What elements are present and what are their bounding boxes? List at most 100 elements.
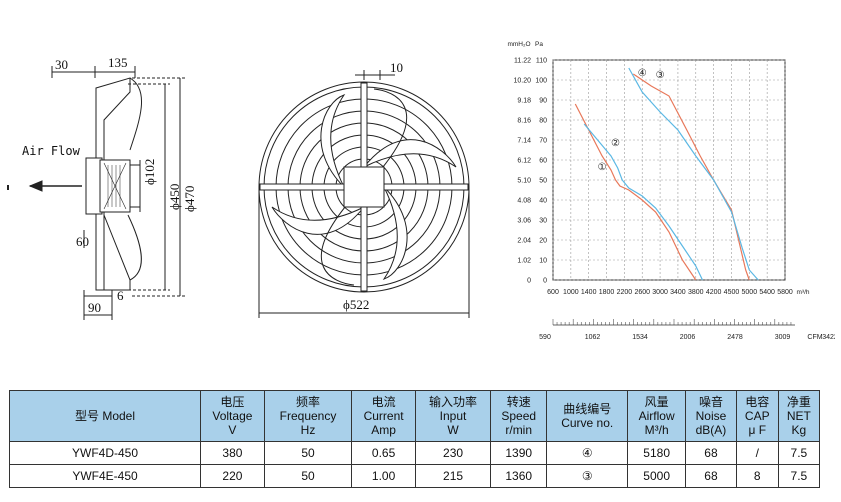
table-header-row: 型号 Model 电压 Voltage V 频率 Frequency Hz 电流 Current… (9, 390, 821, 442)
header-zh: 频率 (296, 395, 321, 409)
header-zh: 电流 (371, 395, 396, 409)
header-zh: 曲线编号 (563, 402, 612, 416)
table-cell: 50 (263, 441, 353, 465)
y-right-tick: 20 (539, 238, 547, 245)
header-zh: 输入功率 (429, 395, 478, 409)
table-cell: 1360 (490, 464, 548, 488)
y-right-tick: 50 (539, 178, 547, 185)
table-cell: YWF4D-450 (9, 441, 201, 465)
table-cell: 8 (735, 464, 779, 488)
x-bottom-tick: 3009 (775, 334, 791, 341)
x-top-tick: 3400 (670, 289, 686, 296)
curve-marker-3: ③ (656, 70, 665, 81)
series-line-4 (628, 67, 759, 281)
header-en: Noise (695, 409, 727, 423)
dim-phi450: ϕ450 (167, 183, 182, 210)
x-top-tick: 1000 (563, 289, 579, 296)
table-header-cell: 曲线编号 Curve no. (546, 390, 629, 442)
air-flow-label: Air Flow (22, 144, 80, 158)
x-top-tick: 600 (547, 289, 559, 296)
dim-90: 90 (88, 300, 101, 315)
x-top-tick: 5000 (742, 289, 758, 296)
header-unit: Hz (300, 423, 316, 437)
curve-marker-4: ④ (638, 68, 647, 79)
y-left-unit: mmH₂O (507, 41, 530, 48)
y-left-tick: 8.16 (517, 118, 531, 125)
header-en: Input (439, 409, 467, 423)
table-cell: ③ (546, 464, 629, 488)
series-line-2 (583, 123, 704, 281)
y-right-tick: 110 (536, 58, 547, 65)
y-right-tick: 60 (539, 158, 547, 165)
y-left-tick: 2.04 (517, 238, 531, 245)
header-en: Frequency (279, 409, 337, 423)
y-left-tick: 0 (527, 278, 531, 285)
x-top-tick: 3000 (652, 289, 668, 296)
series-line-1 (574, 103, 697, 281)
x-top-tick: 2200 (617, 289, 633, 296)
y-left-tick: 1.02 (517, 258, 531, 265)
x-top-tick: 4500 (724, 289, 740, 296)
dim-10: 10 (390, 60, 403, 75)
y-right-tick: 90 (539, 98, 547, 105)
x-top-tick: 1800 (599, 289, 615, 296)
table-header-cell: 频率 Frequency Hz (263, 390, 353, 442)
table-cell: 5000 (627, 464, 687, 488)
y-left-tick: 9.18 (517, 98, 531, 105)
header-en: Current (363, 409, 404, 423)
dim-30: 30 (55, 57, 68, 72)
chart-series (574, 67, 759, 281)
header-en: Speed (501, 409, 537, 423)
y-right-tick: 0 (543, 278, 547, 285)
y-right-tick: 100 (535, 78, 547, 85)
header-zh: 风量 (644, 395, 669, 409)
table-header-cell: 电容 CAP μ F (735, 390, 779, 442)
y-right-tick: 40 (539, 198, 547, 205)
table-row: YWF4D-450 380 50 0.65 230 1390 ④ 5180 68/7.5 (9, 441, 821, 465)
y-left-tick: 7.14 (517, 138, 531, 145)
table-cell: 215 (414, 464, 492, 488)
table-cell: 7.5 (777, 441, 821, 465)
table-header-cell: 风量 Airflow M³/h (627, 390, 687, 442)
chart-grid (552, 59, 795, 326)
header-en: CAP (744, 409, 770, 423)
header-zh: 电容 (745, 395, 770, 409)
y-left-tick: 3.06 (517, 218, 531, 225)
spec-table: 型号 Model 电压 Voltage V 频率 Frequency Hz 电流 Current… (9, 390, 821, 488)
table-cell: 50 (263, 464, 353, 488)
x-bottom-tick: 590 (539, 334, 551, 341)
table-header-cell: 型号 Model (9, 390, 201, 442)
table-cell: 220 (200, 464, 265, 488)
y-right-unit: Pa (535, 41, 543, 48)
table-header-cell: 转速 Speed r/min (490, 390, 548, 442)
header-zh: 净重 (786, 395, 811, 409)
x-top-tick: 1400 (581, 289, 597, 296)
y-right-tick: 70 (539, 138, 547, 145)
header-unit: W (447, 423, 459, 437)
header-zh: 电压 (220, 395, 245, 409)
table-cell: 1390 (490, 441, 548, 465)
table-cell: 5180 (627, 441, 687, 465)
dim-phi470: ϕ470 (182, 185, 197, 212)
y-left-tick: 6.12 (517, 158, 531, 165)
table-header-cell: 噪音 Noise dB(A) (685, 390, 737, 442)
dim-phi522: ϕ522 (343, 297, 370, 312)
table-cell: 0.65 (351, 441, 416, 465)
dim-6: 6 (117, 288, 124, 303)
header-unit: Kg (791, 423, 807, 437)
header-unit: dB(A) (695, 423, 727, 437)
table-cell: / (735, 441, 779, 465)
table-header-cell: 电压 Voltage V (200, 390, 265, 442)
curve-marker-1: ① (598, 162, 607, 173)
header-unit: Amp (371, 423, 396, 437)
dim-phi102: ϕ102 (142, 158, 157, 185)
y-left-tick: 5.10 (517, 178, 531, 185)
x-top-tick: 5800 (777, 289, 793, 296)
table-cell: 68 (685, 464, 737, 488)
table-cell: 68 (685, 441, 737, 465)
table-cell: 230 (414, 441, 492, 465)
x-bottom-unit: CFM (807, 334, 822, 341)
table-row: YWF4E-450 220 50 1.00 215 1360 ③ 5000 68 8 7.5 (9, 464, 821, 488)
header-zh: 型号 Model (74, 409, 136, 423)
